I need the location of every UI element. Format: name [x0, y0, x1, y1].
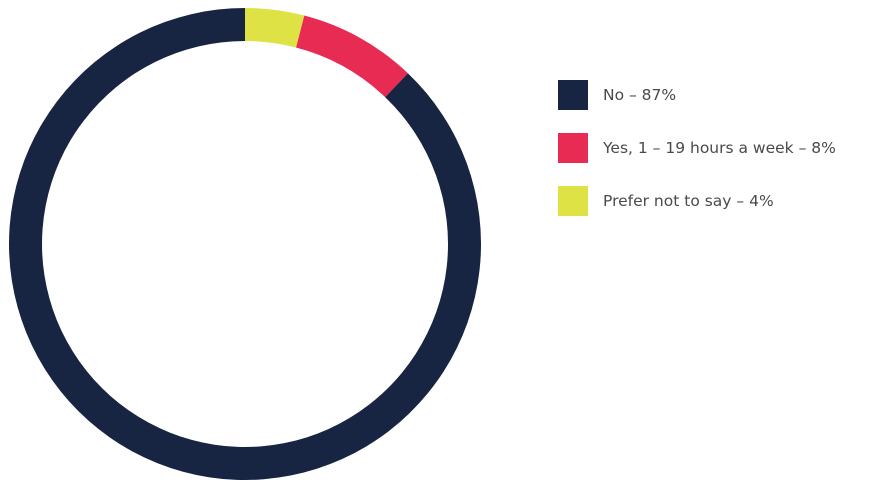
legend-label-no: No – 87%: [603, 86, 677, 104]
slice-prefer-not-to-say: [245, 7, 305, 48]
legend-item-no: No – 87%: [558, 80, 836, 110]
slice-yes-1-19-hours: [295, 15, 408, 98]
legend-label-prefer-not-to-say: Prefer not to say – 4%: [603, 192, 774, 210]
legend-item-prefer-not-to-say: Prefer not to say – 4%: [558, 186, 836, 216]
legend-item-yes-1-19-hours: Yes, 1 – 19 hours a week – 8%: [558, 133, 836, 163]
legend-swatch-prefer-not-to-say: [558, 186, 588, 216]
legend-swatch-no: [558, 80, 588, 110]
slice-no: [9, 8, 481, 480]
donut-chart: [9, 7, 481, 480]
legend-label-yes-1-19-hours: Yes, 1 – 19 hours a week – 8%: [603, 139, 836, 157]
legend-swatch-yes-1-19-hours: [558, 133, 588, 163]
chart-legend: No – 87% Yes, 1 – 19 hours a week – 8% P…: [558, 80, 836, 239]
